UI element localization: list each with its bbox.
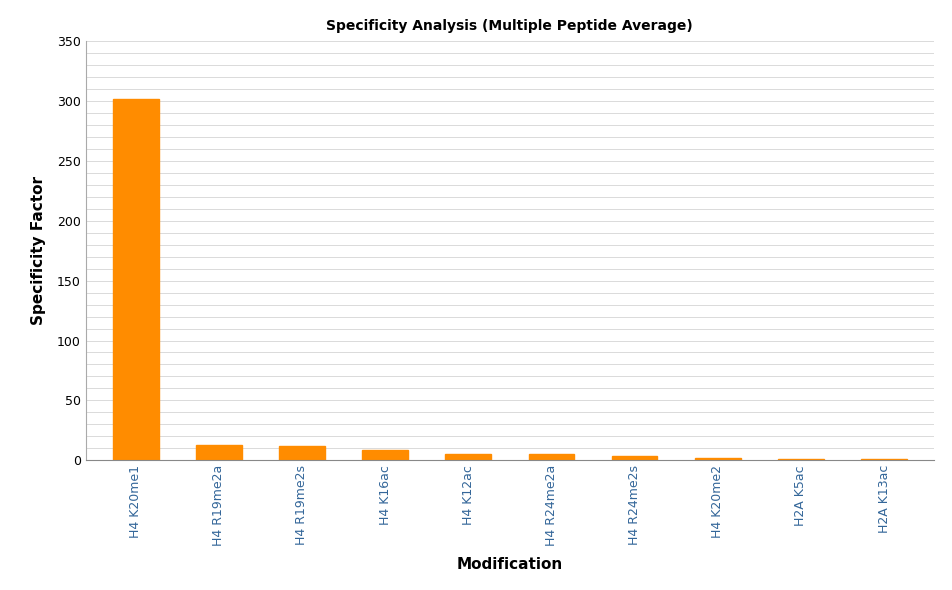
Bar xyxy=(694,458,740,460)
Bar xyxy=(112,99,158,460)
X-axis label: Modification: Modification xyxy=(456,558,563,572)
Bar xyxy=(445,454,490,460)
Bar xyxy=(777,459,823,460)
Title: Specificity Analysis (Multiple Peptide Average): Specificity Analysis (Multiple Peptide A… xyxy=(327,19,692,33)
Bar xyxy=(362,450,407,460)
Bar xyxy=(279,446,325,460)
Bar xyxy=(196,445,242,460)
Y-axis label: Specificity Factor: Specificity Factor xyxy=(30,176,46,325)
Bar xyxy=(611,457,657,460)
Bar xyxy=(528,454,574,460)
